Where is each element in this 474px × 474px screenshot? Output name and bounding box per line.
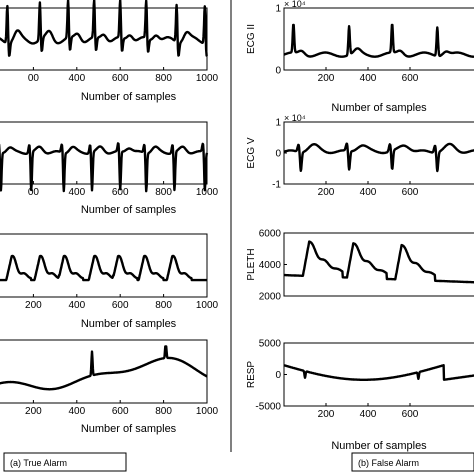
x-tick-label: 1000 xyxy=(196,73,219,84)
y-axis-label: PLETH xyxy=(246,248,257,280)
chart-right-0: 200 400 600 Number of samples 1 0 ECG II × 10⁴ xyxy=(246,0,474,114)
chart-left-3: 200 400 600 800 1000 Number of samples xyxy=(0,339,219,435)
y-tick-label: 1 xyxy=(275,4,281,15)
x-tick-label: 800 xyxy=(155,406,172,417)
x-axis-label: Number of samples xyxy=(331,102,427,114)
x-axis-label: Number of samples xyxy=(331,440,427,452)
x-tick-label: 200 xyxy=(318,73,335,84)
chart-right-3: 200 400 600 Number of samples 5000 0 -5000 RESP xyxy=(246,339,474,452)
x-tick-label: 400 xyxy=(68,300,85,311)
x-tick-label: 200 xyxy=(25,300,42,311)
x-tick-label: 600 xyxy=(402,409,419,420)
x-tick-label: 600 xyxy=(112,73,129,84)
x-tick-label: 400 xyxy=(68,187,85,198)
y-tick-label: 1 xyxy=(275,118,281,129)
x-tick-label: 400 xyxy=(360,73,377,84)
y-axis-label: RESP xyxy=(246,361,257,389)
series-line xyxy=(0,0,208,57)
y-multiplier-label: × 10⁴ xyxy=(284,113,306,123)
x-tick-label: 400 xyxy=(68,73,85,84)
chart-left-0: 00 400 600 800 1000 Number of samples xyxy=(0,0,219,103)
right-caption: (b) False Alarm xyxy=(351,452,474,472)
x-tick-label: 200 xyxy=(318,187,335,198)
right-caption-box xyxy=(351,452,474,472)
x-tick-label: 1000 xyxy=(196,187,219,198)
y-tick-label: 2000 xyxy=(259,292,282,303)
x-tick-label: 600 xyxy=(112,300,129,311)
series-line xyxy=(283,364,474,381)
chart-left-1: 00 400 600 800 1000 Number of samples xyxy=(0,121,219,216)
y-tick-label: 5000 xyxy=(259,339,282,350)
series-line xyxy=(283,240,474,284)
x-tick-label: 200 xyxy=(25,406,42,417)
x-tick-label: 00 xyxy=(28,73,40,84)
x-axis-label: Number of samples xyxy=(81,423,177,435)
chart-left-2: 200 400 600 800 1000 Number of samples xyxy=(0,233,219,330)
chart-right-2: 6000 4000 2000 PLETH xyxy=(246,229,474,303)
x-tick-label: 400 xyxy=(360,409,377,420)
series-line xyxy=(0,142,209,193)
left-caption-box xyxy=(3,452,127,472)
series-line xyxy=(283,23,474,58)
x-tick-label: 600 xyxy=(112,187,129,198)
x-tick-label: 1000 xyxy=(196,406,219,417)
y-multiplier-label: × 10⁴ xyxy=(284,0,306,9)
y-axis-label: ECG V xyxy=(246,137,257,168)
x-tick-label: 400 xyxy=(360,187,377,198)
x-tick-label: 600 xyxy=(402,187,419,198)
x-tick-label: 400 xyxy=(68,406,85,417)
y-tick-label: 6000 xyxy=(259,229,282,240)
plot-frame xyxy=(283,7,474,71)
x-axis-label: Number of samples xyxy=(81,318,177,330)
plot-frame xyxy=(0,233,208,298)
right-caption-text: (b) False Alarm xyxy=(358,458,419,468)
y-tick-label: -5000 xyxy=(255,402,281,413)
x-tick-label: 600 xyxy=(112,406,129,417)
y-tick-label: -1 xyxy=(272,180,281,191)
x-tick-label: 00 xyxy=(28,187,40,198)
left-caption-text: (a) True Alarm xyxy=(10,458,67,468)
plot-frame xyxy=(283,232,474,297)
x-tick-label: 800 xyxy=(155,73,172,84)
left-caption: (a) True Alarm xyxy=(3,452,127,472)
x-axis-label: Number of samples xyxy=(81,91,177,103)
plot-frame xyxy=(283,342,474,407)
plot-frame xyxy=(0,339,208,404)
y-tick-label: 0 xyxy=(275,66,281,77)
x-tick-label: 800 xyxy=(155,300,172,311)
chart-right-1: 200 400 600 1 0 -1 ECG V × 10⁴ xyxy=(246,113,474,198)
x-tick-label: 800 xyxy=(155,187,172,198)
y-tick-label: 4000 xyxy=(259,260,282,271)
y-axis-label: ECG II xyxy=(246,24,257,54)
series-line xyxy=(0,345,208,391)
x-tick-label: 1000 xyxy=(196,300,219,311)
y-tick-label: 0 xyxy=(275,149,281,160)
x-axis-label: Number of samples xyxy=(81,204,177,216)
x-tick-label: 600 xyxy=(402,73,419,84)
series-line xyxy=(0,254,208,282)
y-tick-label: 0 xyxy=(275,370,281,381)
x-tick-label: 200 xyxy=(318,409,335,420)
series-line xyxy=(283,142,474,173)
